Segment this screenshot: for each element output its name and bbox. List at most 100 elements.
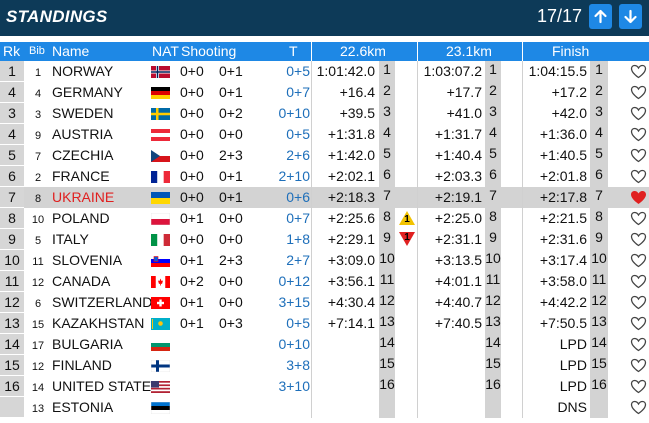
split-1-rank: 6 (379, 166, 395, 187)
table-row[interactable]: 12 6 SWITZERLAND 0+1 0+0 3+15 +4:30.4 12 +4:40.7… (0, 292, 649, 313)
split-2-time: +4:01.1 (434, 273, 482, 289)
split-1-rank: 14 (379, 334, 395, 355)
rank-box: 7 (0, 187, 24, 208)
heart-icon[interactable] (630, 295, 647, 310)
table-row[interactable]: 7 8 UKRAINE 0+0 0+1 0+6 +2:18.3 7 +2:19.1 7 +2:17.… (0, 187, 649, 208)
heart-icon[interactable] (630, 274, 647, 289)
table-row[interactable]: 13 ESTONIA DNS (0, 397, 649, 418)
column-divider (311, 229, 312, 250)
scroll-up-button[interactable] (589, 4, 612, 29)
heart-icon[interactable] (630, 358, 647, 373)
split-2-rank (485, 397, 501, 418)
table-row[interactable]: 10 11 SLOVENIA 0+1 2+3 2+7 +3:09.0 10 +3:13.5 10 +… (0, 250, 649, 271)
split-1-time: 1:01:42.0 (316, 63, 375, 79)
col-finish[interactable]: Finish (552, 43, 590, 59)
finish-rank: 10 (590, 250, 608, 271)
column-divider (522, 145, 523, 166)
column-divider (311, 313, 312, 334)
finish-rank: 12 (590, 292, 608, 313)
rank-box: 16 (0, 376, 24, 397)
table-row[interactable]: 6 2 FRANCE 0+0 0+1 2+10 +2:02.1 6 +2:03.3 6 +2:01.… (0, 166, 649, 187)
team-name[interactable]: AUSTRIA (52, 126, 113, 142)
col-nat[interactable]: NAT (152, 43, 179, 59)
team-name[interactable]: UKRAINE (52, 189, 115, 205)
team-name[interactable]: SLOVENIA (52, 252, 123, 268)
team-name[interactable]: KAZAKHSTAN (52, 315, 145, 331)
col-bib[interactable]: Bib (29, 45, 45, 57)
table-row[interactable]: 16 14 UNITED STATES 3+10 16 16 LPD 16 (0, 376, 649, 397)
column-divider (311, 271, 312, 292)
penalty-red-icon: 1 (398, 231, 416, 247)
team-name[interactable]: ESTONIA (52, 399, 114, 415)
heart-icon[interactable] (630, 127, 647, 142)
table-row[interactable]: 4 9 AUSTRIA 0+0 0+0 0+5 +1:31.8 4 +1:31.7 4 +1:36.… (0, 124, 649, 145)
scroll-down-button[interactable] (619, 4, 642, 29)
table-row[interactable]: 14 17 BULGARIA 0+10 14 14 LPD 14 (0, 334, 649, 355)
flag-aut-icon (151, 129, 170, 141)
split-2-time: +2:19.1 (434, 189, 482, 205)
bib-number: 11 (32, 256, 44, 268)
team-name[interactable]: UNITED STATES (52, 378, 161, 394)
column-divider (522, 355, 523, 376)
page-title: STANDINGS (6, 7, 108, 26)
team-name[interactable]: SWITZERLAND (52, 294, 153, 310)
split-1-time: +39.5 (339, 105, 375, 121)
team-name[interactable]: ITALY (52, 231, 89, 247)
team-name[interactable]: NORWAY (52, 63, 114, 79)
table-row[interactable]: 3 3 SWEDEN 0+0 0+2 0+10 +39.5 3 +41.0 3 +42.0 3 (0, 103, 649, 124)
heart-icon[interactable] (630, 316, 647, 331)
col-split-1[interactable]: 22.6km (340, 43, 386, 59)
finish-time: +2:31.6 (539, 231, 587, 247)
col-total[interactable]: T (289, 43, 298, 59)
team-name[interactable]: FRANCE (52, 168, 110, 184)
team-name[interactable]: BULGARIA (52, 336, 123, 352)
bib-number: 2 (34, 172, 42, 184)
bib-number: 4 (34, 88, 42, 100)
table-row[interactable]: 13 15 KAZAKHSTAN 0+1 0+3 0+5 +7:14.1 13 +7:40.5 1… (0, 313, 649, 334)
table-row[interactable]: 8 10 POLAND 0+1 0+0 0+7 +2:25.6 8 1 +2:25.0 8 +2:21… (0, 208, 649, 229)
team-name[interactable]: GERMANY (52, 84, 123, 100)
shooting-prone: 0+0 (180, 189, 204, 205)
team-name[interactable]: POLAND (52, 210, 110, 226)
team-name[interactable]: CANADA (52, 273, 111, 289)
team-name[interactable]: SWEDEN (52, 105, 114, 121)
total-penalties: 3+15 (278, 294, 310, 310)
table-row[interactable]: 1 1 NORWAY 0+0 0+1 0+5 1:01:42.0 1 1:03:07.2 1 1:0… (0, 61, 649, 82)
heart-icon[interactable] (630, 379, 647, 394)
col-shooting[interactable]: Shooting (181, 43, 237, 59)
heart-icon[interactable] (630, 106, 647, 121)
heart-icon[interactable] (630, 85, 647, 100)
heart-icon[interactable] (630, 148, 647, 163)
col-split-2[interactable]: 23.1km (446, 43, 492, 59)
rank: 16 (4, 378, 20, 394)
table-row[interactable]: 5 7 CZECHIA 0+0 2+3 2+6 +1:42.0 5 +1:40.4 5 +1:40.… (0, 145, 649, 166)
col-rk[interactable]: Rk (3, 43, 21, 59)
column-divider (417, 355, 418, 376)
heart-icon[interactable] (630, 211, 647, 226)
heart-icon[interactable] (630, 190, 647, 205)
shooting-prone: 0+0 (180, 231, 204, 247)
split-2-time: 1:03:07.2 (423, 63, 482, 79)
heart-icon[interactable] (630, 64, 647, 79)
table-row[interactable]: 4 4 GERMANY 0+0 0+1 0+7 +16.4 2 +17.7 2 +17.2 2 (0, 82, 649, 103)
table-row[interactable]: 15 12 FINLAND 3+8 15 15 LPD 15 (0, 355, 649, 376)
table-row[interactable]: 11 12 CANADA 0+2 0+0 0+12 +3:56.1 11 +4:01.1 11 +3… (0, 271, 649, 292)
column-divider (311, 61, 312, 82)
rank-box: 3 (0, 103, 24, 124)
table-header: Rk Bib Name NAT Shooting T 22.6km 23.1km… (0, 42, 649, 61)
split-1-rank: 10 (379, 250, 395, 271)
table-row[interactable]: 9 5 ITALY 0+0 0+0 1+8 +2:29.1 9 1 +2:31.1 9 +2:31.6… (0, 229, 649, 250)
team-name[interactable]: FINLAND (52, 357, 112, 373)
heart-icon[interactable] (630, 337, 647, 352)
bib-number: 9 (34, 130, 42, 142)
heart-icon[interactable] (630, 253, 647, 268)
bib-number: 8 (34, 193, 42, 205)
col-name[interactable]: Name (52, 43, 90, 59)
finish-time: +17.2 (551, 84, 587, 100)
heart-icon[interactable] (630, 232, 647, 247)
team-name[interactable]: CZECHIA (52, 147, 114, 163)
flag-bul-icon (151, 339, 170, 351)
heart-icon[interactable] (630, 400, 647, 415)
heart-icon[interactable] (630, 169, 647, 184)
rank: 4 (8, 126, 16, 142)
